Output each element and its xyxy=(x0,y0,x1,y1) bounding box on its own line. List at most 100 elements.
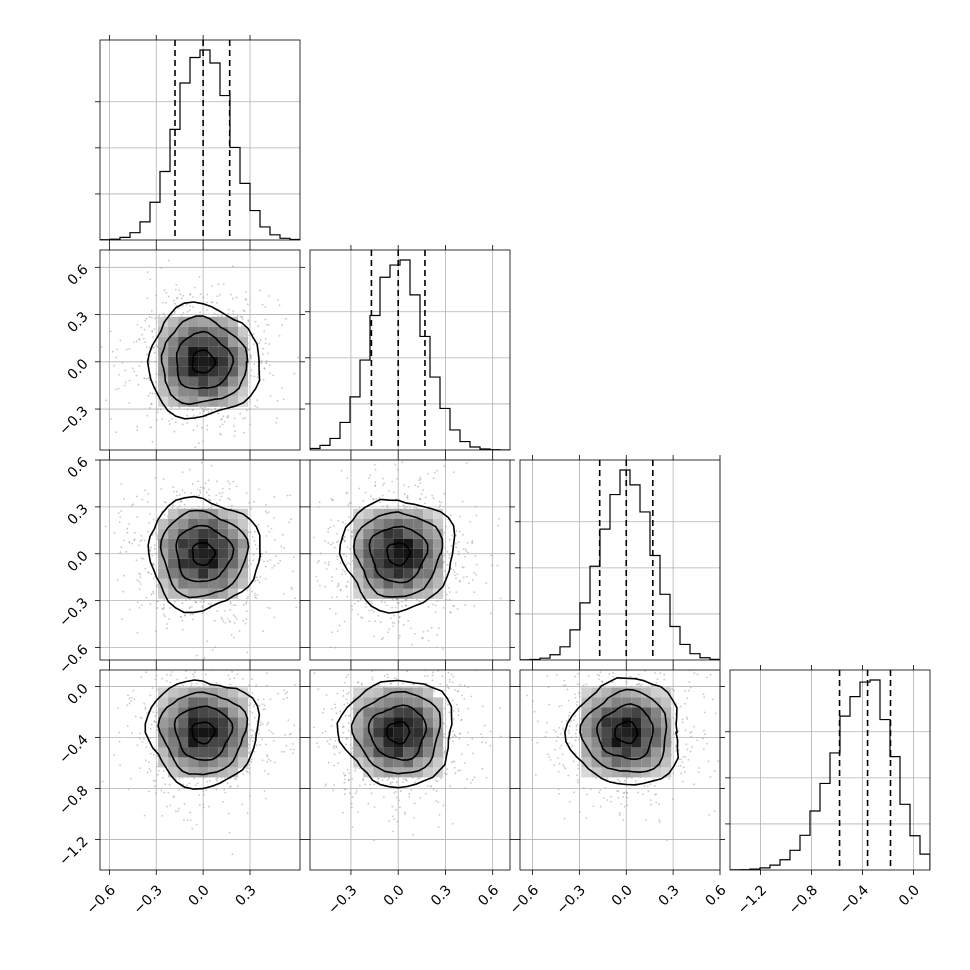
scatter-point xyxy=(202,409,205,412)
scatter-point xyxy=(248,704,251,707)
scatter-point xyxy=(222,620,225,623)
scatter-point xyxy=(186,408,189,411)
scatter-point xyxy=(398,637,400,640)
scatter-point xyxy=(370,601,373,603)
scatter-point xyxy=(208,805,210,808)
scatter-point xyxy=(184,599,187,601)
scatter-point xyxy=(193,286,196,289)
scatter-point xyxy=(158,315,161,318)
density-cell xyxy=(198,737,209,748)
scatter-point xyxy=(351,796,354,798)
scatter-point xyxy=(206,408,208,411)
scatter-point xyxy=(181,489,184,491)
scatter-point xyxy=(182,294,185,297)
density-cell xyxy=(188,538,199,549)
scatter-point xyxy=(215,480,218,483)
scatter-point xyxy=(444,772,446,775)
scatter-point xyxy=(293,748,295,751)
scatter-point xyxy=(279,559,282,562)
scatter-point xyxy=(354,767,357,770)
scatter-point xyxy=(214,407,217,410)
scatter-point xyxy=(220,315,223,317)
scatter-point xyxy=(167,295,170,298)
scatter-point xyxy=(155,552,157,555)
scatter-point xyxy=(351,707,354,710)
scatter-point xyxy=(329,646,332,648)
scatter-point xyxy=(341,573,344,576)
scatter-point xyxy=(263,367,266,370)
scatter-point xyxy=(286,691,288,693)
density-cell xyxy=(198,336,209,347)
density-cell xyxy=(218,747,229,758)
scatter-point xyxy=(126,725,129,727)
scatter-point xyxy=(242,603,245,606)
scatter-point xyxy=(268,343,270,345)
scatter-point xyxy=(128,348,131,350)
scatter-point xyxy=(378,496,381,499)
scatter-point xyxy=(135,340,138,343)
scatter-panel-3-1 xyxy=(95,455,305,665)
scatter-point xyxy=(233,417,236,420)
scatter-point xyxy=(431,494,434,497)
scatter-point xyxy=(155,705,158,707)
density-cell xyxy=(363,548,374,559)
scatter-point xyxy=(148,522,151,524)
scatter-point xyxy=(202,790,205,793)
scatter-point xyxy=(246,767,248,770)
scatter-point xyxy=(148,360,151,363)
scatter-point xyxy=(198,794,201,796)
density-cell xyxy=(383,538,394,549)
scatter-point xyxy=(201,461,203,464)
scatter-point xyxy=(268,729,271,732)
scatter-point xyxy=(306,725,308,727)
scatter-point xyxy=(205,789,208,792)
scatter-point xyxy=(371,670,374,672)
scatter-point xyxy=(211,301,214,304)
scatter-point xyxy=(395,606,397,609)
scatter-point xyxy=(154,785,156,788)
scatter-point xyxy=(452,718,455,720)
scatter-point xyxy=(473,776,476,779)
scatter-point xyxy=(269,607,271,609)
contour-line xyxy=(157,691,249,776)
scatter-point xyxy=(276,400,279,402)
density-cell xyxy=(198,366,209,377)
scatter-point xyxy=(382,637,385,639)
scatter-point xyxy=(121,362,124,364)
scatter-point xyxy=(204,408,206,411)
density-cell xyxy=(423,528,434,539)
scatter-point xyxy=(234,615,237,618)
scatter-point xyxy=(472,579,474,581)
density-cell xyxy=(238,737,249,748)
scatter-point xyxy=(244,298,247,301)
scatter-point xyxy=(229,601,232,603)
scatter-point xyxy=(351,747,354,750)
density-cell xyxy=(353,528,364,539)
scatter-point xyxy=(277,692,280,695)
scatter-point xyxy=(178,807,180,810)
scatter-point xyxy=(450,514,452,516)
scatter-point xyxy=(417,456,419,458)
scatter-point xyxy=(204,684,206,686)
scatter-point xyxy=(154,779,157,782)
scatter-point xyxy=(175,490,178,493)
scatter-point xyxy=(244,291,247,293)
scatter-point xyxy=(262,353,264,356)
density-cell xyxy=(413,578,424,589)
scatter-point xyxy=(346,769,349,771)
scatter-point xyxy=(143,702,146,705)
panel-frame xyxy=(309,249,511,451)
density-cell xyxy=(178,727,189,738)
scatter-point xyxy=(252,740,254,742)
density-cell xyxy=(188,757,199,768)
scatter-point xyxy=(173,310,176,313)
scatter-point xyxy=(447,686,449,689)
scatter-point xyxy=(174,302,176,305)
scatter-point xyxy=(332,745,335,747)
scatter-point xyxy=(410,789,413,792)
scatter-point xyxy=(183,802,186,805)
scatter-point xyxy=(393,677,396,679)
density-cell xyxy=(158,326,169,337)
scatter-point xyxy=(183,492,186,494)
scatter-point xyxy=(248,772,251,774)
